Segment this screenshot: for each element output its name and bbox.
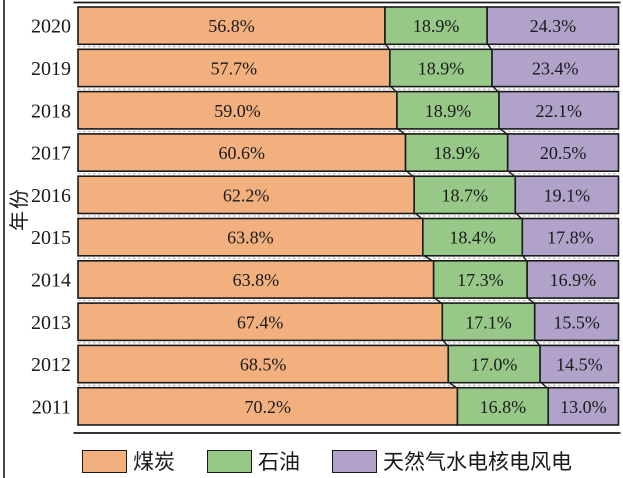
bar-segment-gas-hydro-nuclear-wind xyxy=(506,133,620,172)
segment-percentage-label: 59.0% xyxy=(214,101,261,121)
bar-segment-oil xyxy=(456,386,550,426)
bar-segment-coal xyxy=(77,175,415,215)
segment-percentage-label: 20.5% xyxy=(540,143,587,163)
segment-percentage-label: 17.1% xyxy=(465,312,512,332)
y-axis-label: 年份 xyxy=(9,187,31,231)
bar-segment-oil xyxy=(432,259,528,299)
bar-segment-gas-hydro-nuclear-wind xyxy=(533,302,620,342)
bar-segment-coal xyxy=(77,217,424,257)
segment-percentage-label: 14.5% xyxy=(556,355,603,375)
segment-percentage-label: 16.8% xyxy=(480,397,527,417)
bar-segment-coal xyxy=(77,344,450,384)
year-tick-label: 2012 xyxy=(31,354,71,376)
year-tick-label: 2014 xyxy=(31,269,71,291)
segment-percentage-label: 23.4% xyxy=(532,58,579,78)
segment-percentage-label: 16.9% xyxy=(550,270,597,290)
year-tick-label: 2017 xyxy=(31,143,71,165)
bar-segment-oil xyxy=(389,48,493,88)
bar-segment-gas-hydro-nuclear-wind xyxy=(498,90,620,130)
segment-percentage-label: 18.7% xyxy=(441,185,488,205)
segment-percentage-label: 18.9% xyxy=(433,143,480,163)
segment-percentage-label: 15.5% xyxy=(553,312,600,332)
bar-segment-coal xyxy=(77,259,435,299)
segment-percentage-label: 13.0% xyxy=(560,397,607,417)
bar-segment-coal xyxy=(77,302,444,342)
bar-segment-oil xyxy=(396,90,500,130)
year-tick-label: 2013 xyxy=(31,312,71,334)
legend-item-other: 天然气水电核电风电 xyxy=(332,446,572,476)
bar-segment-gas-hydro-nuclear-wind xyxy=(514,175,620,215)
segment-percentage-label: 24.3% xyxy=(530,16,577,36)
coal-color-swatch xyxy=(82,449,127,473)
year-tick-label: 2015 xyxy=(31,227,71,249)
bar-segment-gas-hydro-nuclear-wind xyxy=(526,259,620,299)
legend-label-gas-hydro-nuclear-wind: 天然气水电核电风电 xyxy=(383,450,572,474)
bar-segment-coal xyxy=(77,48,391,88)
legend: 煤炭 石油 天然气水电核电风电 xyxy=(0,446,623,476)
bar-segment-oil xyxy=(441,302,536,342)
legend-item-oil: 石油 xyxy=(207,446,300,476)
segment-percentage-label: 60.6% xyxy=(219,143,266,163)
oil-color-swatch xyxy=(207,449,252,473)
bar-segment-gas-hydro-nuclear-wind xyxy=(547,386,620,426)
segment-percentage-label: 17.3% xyxy=(457,270,504,290)
segment-percentage-label: 57.7% xyxy=(211,58,258,78)
segment-percentage-label: 18.4% xyxy=(449,228,496,248)
segment-percentage-label: 19.1% xyxy=(544,185,591,205)
year-tick-label: 2011 xyxy=(32,396,71,418)
legend-item-coal: 煤炭 xyxy=(82,446,175,476)
bar-segment-gas-hydro-nuclear-wind xyxy=(521,217,620,257)
gas-hydro-nuclear-wind-color-swatch xyxy=(332,449,377,473)
bar-segment-coal xyxy=(77,386,459,426)
bar-segment-gas-hydro-nuclear-wind xyxy=(486,6,620,46)
segment-percentage-label: 18.9% xyxy=(425,101,472,121)
segment-percentage-label: 68.5% xyxy=(240,355,287,375)
segment-percentage-label: 17.8% xyxy=(547,228,594,248)
segment-percentage-label: 63.8% xyxy=(233,270,280,290)
segment-percentage-label: 70.2% xyxy=(244,397,291,417)
segment-percentage-label: 62.2% xyxy=(223,185,270,205)
segment-percentage-label: 18.9% xyxy=(413,16,460,36)
segment-percentage-label: 18.9% xyxy=(418,58,465,78)
bar-segment-gas-hydro-nuclear-wind xyxy=(539,344,620,384)
legend-label-oil: 石油 xyxy=(258,450,300,474)
segment-percentage-label: 17.0% xyxy=(471,355,518,375)
bar-segment-coal xyxy=(77,90,398,130)
segment-percentage-label: 67.4% xyxy=(237,312,284,332)
legend-label-coal: 煤炭 xyxy=(133,450,175,474)
segment-percentage-label: 63.8% xyxy=(227,228,274,248)
segment-percentage-label: 56.8% xyxy=(208,16,255,36)
year-tick-label: 2019 xyxy=(31,58,71,80)
bar-segment-gas-hydro-nuclear-wind xyxy=(491,48,620,88)
segment-percentage-label: 22.1% xyxy=(536,101,583,121)
year-tick-label: 2018 xyxy=(31,100,71,122)
year-tick-label: 2020 xyxy=(31,16,71,38)
year-tick-label: 2016 xyxy=(31,185,71,207)
